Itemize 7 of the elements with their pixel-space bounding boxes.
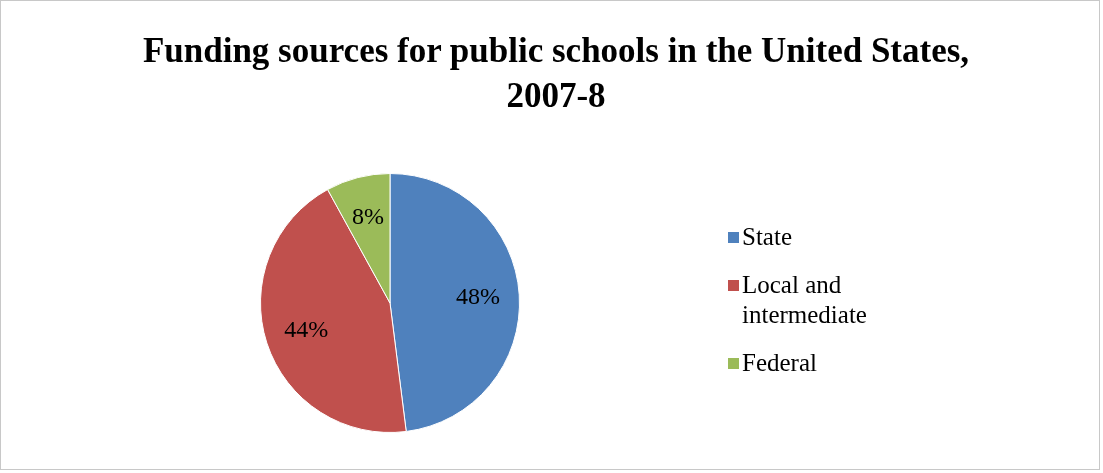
data-label: 48% (455, 282, 500, 309)
legend-label: Local and intermediate (742, 271, 867, 328)
legend-label: State (742, 223, 792, 250)
legend-label: Federal (742, 349, 817, 376)
chart-title: Funding sources for public schools in the United States, 2007-8 (141, 30, 971, 117)
data-label: 8% (352, 203, 385, 229)
data-label: 44% (284, 315, 329, 342)
